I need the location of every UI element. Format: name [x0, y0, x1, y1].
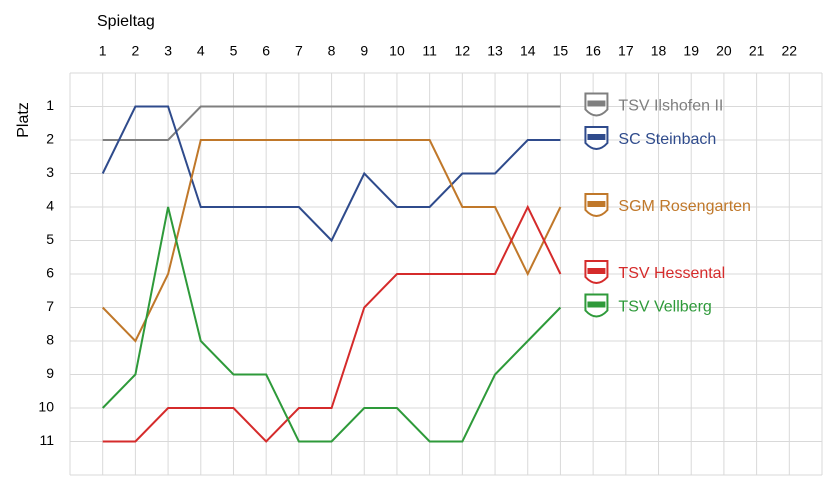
legend-label: TSV Ilshofen II	[618, 98, 723, 115]
x-tick-label: 10	[389, 43, 405, 59]
x-tick-label: 6	[262, 43, 270, 59]
logo-band	[587, 100, 606, 107]
series-line	[102, 204, 562, 443]
y-tick-label: 6	[46, 265, 54, 281]
x-axis-label: Spieltag	[97, 13, 155, 30]
x-tick-label: 11	[422, 43, 437, 59]
x-tick-label: 7	[295, 43, 303, 59]
team-logo	[584, 126, 609, 150]
y-tick-label: 2	[46, 131, 54, 147]
logo-band	[587, 134, 606, 140]
y-tick-label: 3	[46, 164, 54, 180]
series-line	[101, 139, 562, 343]
legend-label: TSV Hessental	[618, 265, 725, 282]
x-tick-label: 18	[651, 43, 667, 59]
y-axis-label: Platz	[15, 102, 32, 138]
series-line	[101, 105, 561, 243]
team-logo	[584, 193, 609, 217]
x-tick-label: 13	[487, 43, 503, 59]
x-tick-label: 4	[197, 43, 205, 59]
x-tick-label: 1	[99, 43, 107, 59]
y-tick-label: 4	[46, 198, 54, 214]
series-line	[102, 105, 561, 141]
team-logo	[584, 293, 609, 318]
team-logo	[584, 260, 609, 284]
y-tick-label: 1	[46, 97, 54, 113]
x-tick-label: 21	[749, 43, 765, 59]
legend-label: SGM Rosengarten	[618, 198, 751, 215]
x-tick-label: 16	[585, 43, 601, 59]
x-tick-label: 15	[553, 43, 569, 59]
x-tick-label: 17	[618, 43, 634, 59]
x-tick-label: 8	[328, 43, 336, 59]
x-tick-label: 14	[520, 43, 536, 59]
y-tick-label: 5	[46, 231, 54, 247]
x-tick-label: 20	[716, 43, 732, 59]
y-tick-label: 11	[39, 432, 54, 448]
legend-label: TSV Vellberg	[618, 299, 711, 316]
series-line	[101, 206, 562, 443]
logo-band	[587, 268, 606, 274]
logo-band	[587, 301, 606, 308]
team-logo	[584, 92, 609, 117]
x-tick-label: 22	[782, 43, 798, 59]
x-tick-label: 9	[360, 43, 368, 59]
legend-label: SC Steinbach	[618, 131, 716, 148]
y-tick-label: 9	[46, 365, 54, 381]
y-tick-label: 10	[38, 399, 54, 415]
x-tick-label: 5	[230, 43, 238, 59]
logo-band	[587, 201, 606, 207]
x-tick-label: 19	[683, 43, 699, 59]
y-tick-label: 7	[46, 298, 54, 314]
x-tick-label: 2	[131, 43, 139, 59]
x-tick-label: 12	[455, 43, 471, 59]
x-tick-label: 3	[164, 43, 172, 59]
y-tick-label: 8	[46, 332, 54, 348]
